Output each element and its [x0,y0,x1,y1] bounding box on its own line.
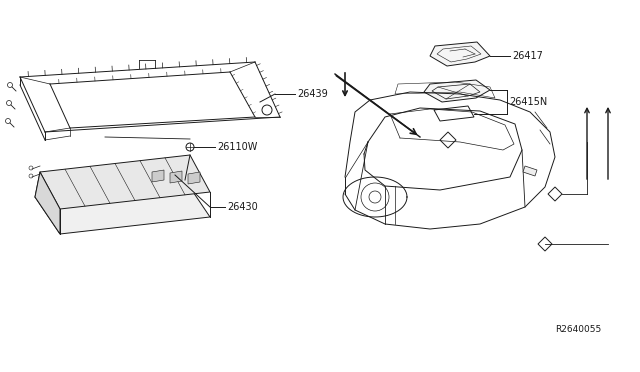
Text: R2640055: R2640055 [555,326,601,334]
Polygon shape [35,172,60,234]
Polygon shape [152,170,164,182]
Polygon shape [523,166,537,176]
Polygon shape [188,172,200,184]
Text: 26430: 26430 [227,202,258,212]
Polygon shape [40,155,210,209]
Polygon shape [430,42,490,66]
Polygon shape [35,180,210,234]
Text: 26417: 26417 [512,51,543,61]
Text: 26110W: 26110W [217,142,257,152]
Polygon shape [170,171,182,183]
Text: 26439: 26439 [297,89,328,99]
Text: 26415N: 26415N [509,97,547,107]
Polygon shape [424,80,490,102]
